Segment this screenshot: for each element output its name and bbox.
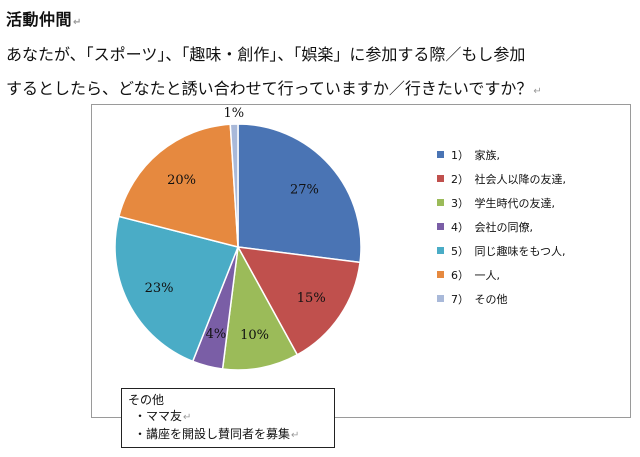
pie-slice — [237, 123, 362, 264]
legend-swatch — [437, 175, 444, 182]
note-item: ・講座を開設し賛同者を募集↵ — [128, 426, 334, 444]
survey-question: あなたが、「スポーツ」、「趣味・創作」、「娯楽」に参加する際／もし参加 するとし… — [6, 38, 634, 109]
question-line-2: するとしたら、どなたと誘い合わせて行っていますか／行きたいですか？↵ — [6, 72, 634, 109]
note-item: ・ママ友↵ — [128, 408, 334, 426]
question-line-2-text: するとしたら、どなたと誘い合わせて行っていますか／行きたいですか？ — [6, 79, 533, 98]
legend-swatch — [437, 199, 444, 206]
pie-slice — [229, 123, 239, 248]
paragraph-mark: ↵ — [291, 430, 300, 441]
slice-value-label: 4% — [206, 327, 227, 342]
legend-swatch — [437, 223, 444, 230]
slice-value-label: 23% — [145, 281, 174, 296]
pie-slice — [117, 123, 239, 248]
paragraph-mark: ↵ — [533, 86, 542, 97]
legend-label: 6） 一人, — [451, 269, 500, 282]
legend-label: 3） 学生時代の友達, — [451, 196, 555, 210]
slice-value-label: 10% — [240, 328, 269, 343]
legend-label: 5） 同じ趣味をもつ人, — [451, 244, 566, 258]
other-note-box: その他 ・ママ友↵ ・講座を開設し賛同者を募集↵ — [121, 388, 335, 448]
pie-slice — [221, 244, 299, 371]
legend-label: 7） その他 — [451, 293, 508, 306]
legend-label: 2） 社会人以降の友達, — [451, 172, 566, 186]
legend-swatch — [437, 151, 444, 158]
pie-chart: 27% 15% 10% 4% 23% 20% 1% 1） 家族, 2） 社会人以降の友達, 3） … — [114, 106, 566, 371]
legend-swatch — [437, 271, 444, 278]
paragraph-mark: ↵ — [73, 17, 82, 28]
question-line-1: あなたが、「スポーツ」、「趣味・創作」、「娯楽」に参加する際／もし参加 — [6, 45, 526, 64]
note-item-text: ・講座を開設し賛同者を募集 — [134, 427, 291, 441]
pie-slice — [114, 215, 240, 363]
pie-chart-frame: 27% 15% 10% 4% 23% 20% 1% 1） 家族, 2） 社会人以降の友達, 3） … — [91, 104, 631, 418]
legend-label: 4） 会社の同僚, — [451, 220, 533, 234]
slice-value-label: 15% — [297, 291, 326, 306]
note-title: その他 — [128, 393, 165, 407]
legend-swatch — [437, 295, 444, 302]
heading-text: 活動仲間 — [6, 10, 73, 29]
paragraph-mark: ↵ — [183, 412, 192, 423]
slice-value-label: 1% — [223, 106, 244, 121]
legend-swatch — [437, 247, 444, 254]
pie-slice — [236, 246, 361, 356]
note-item-text: ・ママ友 — [134, 409, 183, 423]
slice-value-label: 27% — [290, 182, 319, 197]
slice-value-label: 20% — [167, 173, 196, 188]
page-heading: 活動仲間↵ — [6, 6, 82, 30]
legend-label: 1） 家族, — [451, 148, 500, 162]
